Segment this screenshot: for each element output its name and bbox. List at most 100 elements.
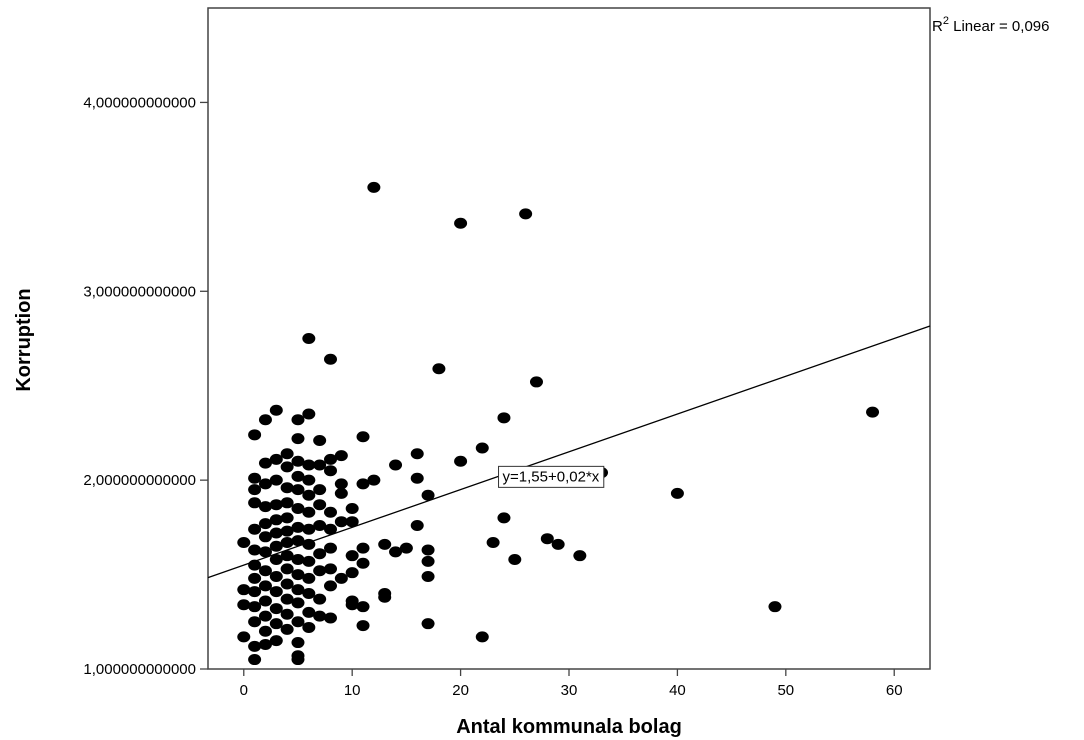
data-point (378, 538, 392, 550)
data-point (334, 516, 348, 528)
data-point (529, 376, 543, 388)
data-point (356, 542, 370, 554)
data-point (248, 429, 262, 441)
data-point (356, 620, 370, 632)
data-point (313, 499, 327, 511)
data-point (302, 474, 316, 486)
data-point (291, 637, 305, 649)
data-point (551, 538, 565, 550)
data-point (269, 603, 283, 615)
data-point (280, 448, 294, 460)
data-point (248, 640, 262, 652)
x-axis: 0 10 20 30 40 50 60 (240, 669, 903, 699)
data-point (356, 557, 370, 569)
data-point (313, 610, 327, 622)
data-point (280, 512, 294, 524)
data-point (269, 499, 283, 511)
data-point (269, 453, 283, 465)
data-point (378, 591, 392, 603)
data-point (421, 570, 435, 582)
data-point (389, 546, 403, 558)
data-point (410, 448, 424, 460)
data-point (248, 601, 262, 613)
data-point (475, 442, 489, 454)
data-point (475, 631, 489, 643)
data-point (248, 559, 262, 571)
r2-superscript: 2 (943, 15, 949, 27)
data-point (291, 470, 305, 482)
data-point (399, 542, 413, 554)
data-point (291, 584, 305, 596)
data-point (768, 601, 782, 613)
data-point (345, 567, 359, 579)
data-point (248, 654, 262, 666)
data-point (258, 457, 272, 469)
data-point (324, 353, 338, 365)
fit-line (207, 325, 931, 579)
data-point (258, 610, 272, 622)
x-tick-label: 40 (669, 682, 686, 699)
x-tick-label: 30 (561, 682, 578, 699)
data-point (313, 593, 327, 605)
data-point (280, 461, 294, 473)
data-point (248, 616, 262, 628)
data-point (280, 608, 294, 620)
data-point (410, 519, 424, 531)
data-point (302, 506, 316, 518)
data-point (302, 587, 316, 599)
data-point (291, 535, 305, 547)
data-point (237, 584, 251, 596)
data-point (269, 514, 283, 526)
x-axis-title: Antal kommunala bolag (456, 716, 682, 738)
data-point (410, 472, 424, 484)
data-point (302, 572, 316, 584)
data-point (345, 599, 359, 611)
x-tick-label: 20 (452, 682, 469, 699)
data-point (280, 623, 294, 635)
data-point (302, 459, 316, 471)
data-point (248, 523, 262, 535)
data-point (356, 478, 370, 490)
data-point (302, 523, 316, 535)
data-point (258, 565, 272, 577)
x-tick-label: 0 (240, 682, 248, 699)
data-point (356, 431, 370, 443)
x-tick-label: 50 (777, 682, 794, 699)
y-tick-label: 1,000000000000 (83, 661, 196, 678)
data-point (421, 618, 435, 630)
data-point (258, 580, 272, 592)
data-point (280, 482, 294, 494)
data-point (237, 599, 251, 611)
data-point (324, 465, 338, 477)
data-point (269, 635, 283, 647)
data-point (324, 542, 338, 554)
data-point (454, 455, 468, 467)
data-point (248, 586, 262, 598)
data-point (670, 487, 684, 499)
data-points (237, 181, 880, 666)
data-point (280, 550, 294, 562)
data-point (291, 484, 305, 496)
data-point (302, 333, 316, 344)
data-point (432, 363, 446, 375)
y-tick-label: 3,000000000000 (83, 283, 196, 300)
data-point (324, 453, 338, 465)
data-point (345, 502, 359, 514)
data-point (497, 512, 511, 524)
equation-box (498, 465, 605, 488)
data-point (258, 531, 272, 543)
data-point (280, 525, 294, 537)
data-point (291, 654, 305, 666)
data-point (497, 412, 511, 424)
data-point (313, 434, 327, 446)
data-point (269, 474, 283, 486)
data-point (291, 521, 305, 533)
data-point (269, 618, 283, 630)
data-point (291, 597, 305, 609)
data-point (302, 606, 316, 618)
data-point (345, 550, 359, 562)
data-point (291, 455, 305, 467)
data-point (573, 550, 587, 562)
data-point (421, 489, 435, 501)
